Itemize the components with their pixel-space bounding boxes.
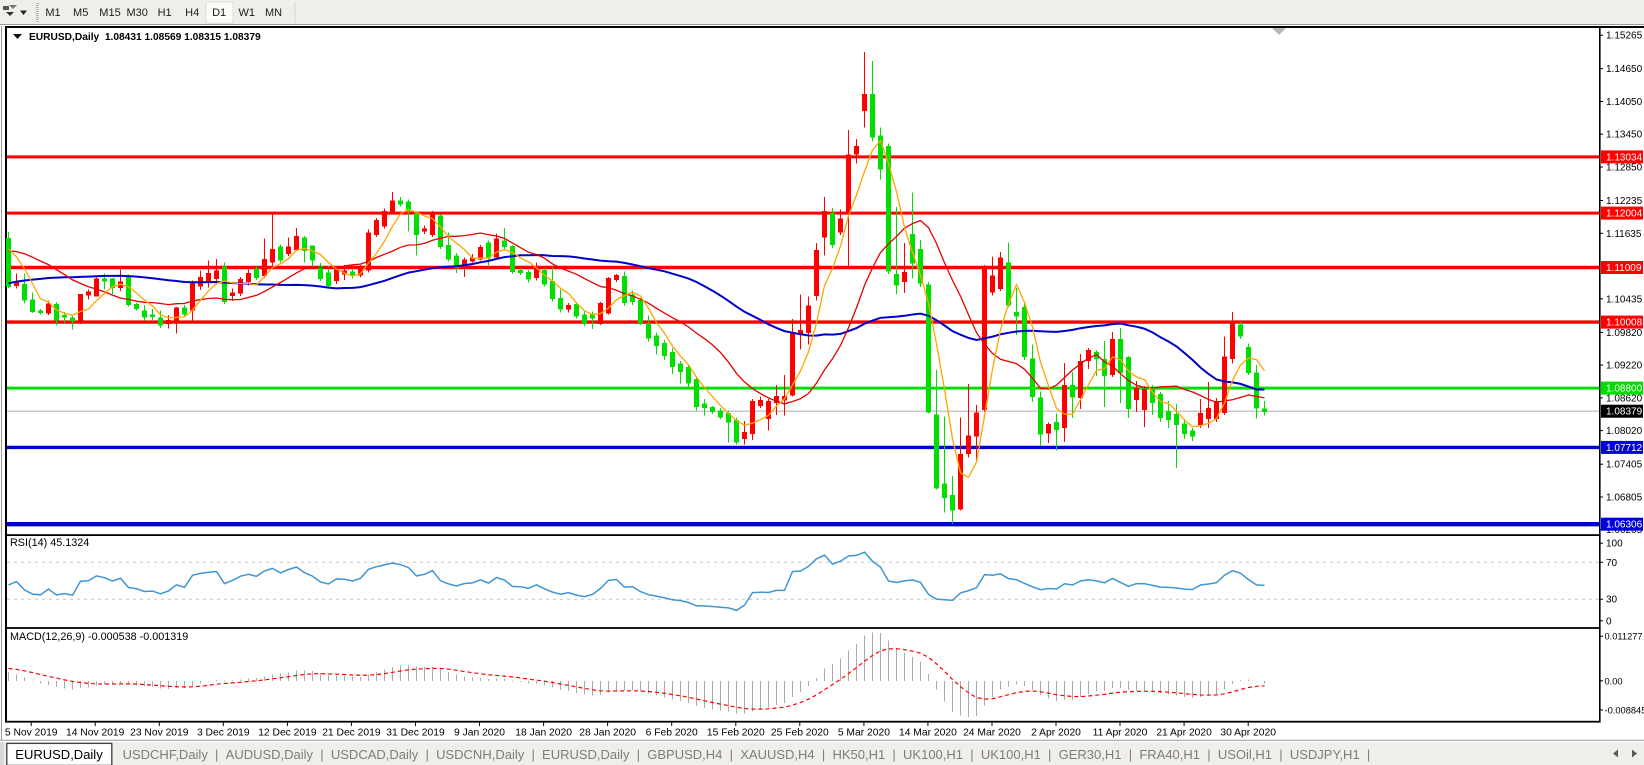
svg-text:1.08020: 1.08020	[1606, 426, 1643, 437]
svg-text:1.10435: 1.10435	[1606, 294, 1643, 305]
svg-text:M5: M5	[73, 7, 88, 19]
svg-text:1.11635: 1.11635	[1606, 229, 1642, 240]
svg-text:1.12235: 1.12235	[1606, 196, 1643, 207]
svg-text:14 Nov 2019: 14 Nov 2019	[66, 728, 125, 739]
svg-text:21 Dec 2019: 21 Dec 2019	[322, 728, 381, 739]
svg-text:9 Jan 2020: 9 Jan 2020	[454, 728, 505, 739]
svg-text:11 Apr 2020: 11 Apr 2020	[1093, 728, 1148, 739]
svg-text:25 Feb 2020: 25 Feb 2020	[771, 728, 829, 739]
svg-text:MACD(12,26,9) -0.000538 -0.001: MACD(12,26,9) -0.000538 -0.001319	[10, 631, 188, 643]
svg-text:-0.008845: -0.008845	[1605, 706, 1644, 716]
svg-text:RSI(14) 45.1324: RSI(14) 45.1324	[10, 537, 89, 549]
svg-text:1.14650: 1.14650	[1606, 64, 1643, 75]
svg-text:1.06805: 1.06805	[1606, 493, 1643, 504]
svg-text:21 Apr 2020: 21 Apr 2020	[1156, 728, 1212, 739]
svg-text:5 Mar 2020: 5 Mar 2020	[838, 728, 890, 739]
svg-text:1.12004: 1.12004	[1606, 209, 1643, 220]
svg-text:1.07405: 1.07405	[1606, 460, 1643, 471]
svg-text:1.09820: 1.09820	[1606, 328, 1643, 339]
svg-text:12 Dec 2019: 12 Dec 2019	[258, 728, 317, 739]
svg-text:30 Apr 2020: 30 Apr 2020	[1220, 728, 1276, 739]
svg-text:28 Jan 2020: 28 Jan 2020	[579, 728, 636, 739]
svg-text:0: 0	[1606, 616, 1612, 627]
svg-text:H1: H1	[158, 7, 172, 19]
svg-text:W1: W1	[239, 7, 256, 19]
svg-text:6 Feb 2020: 6 Feb 2020	[646, 728, 698, 739]
svg-text:1.13034: 1.13034	[1606, 152, 1643, 163]
svg-text:1.10008: 1.10008	[1606, 318, 1643, 329]
svg-text:1.11009: 1.11009	[1606, 263, 1642, 274]
svg-text:0.00: 0.00	[1605, 676, 1623, 686]
svg-text:H4: H4	[185, 7, 199, 19]
svg-text:1.13450: 1.13450	[1606, 130, 1643, 141]
svg-text:1.12850: 1.12850	[1606, 163, 1643, 174]
svg-text:MN: MN	[265, 7, 282, 19]
svg-text:1.15265: 1.15265	[1606, 31, 1643, 42]
svg-text:D1: D1	[212, 7, 226, 19]
svg-text:1.07712: 1.07712	[1606, 443, 1643, 454]
svg-text:2 Apr 2020: 2 Apr 2020	[1031, 728, 1081, 739]
svg-text:18 Jan 2020: 18 Jan 2020	[515, 728, 572, 739]
svg-text:30: 30	[1606, 595, 1618, 606]
svg-text:14 Mar 2020: 14 Mar 2020	[899, 728, 957, 739]
svg-text:1.09220: 1.09220	[1606, 361, 1643, 372]
svg-text:15 Feb 2020: 15 Feb 2020	[707, 728, 765, 739]
svg-text:5 Nov 2019: 5 Nov 2019	[5, 728, 58, 739]
svg-text:3 Dec 2019: 3 Dec 2019	[197, 728, 250, 739]
svg-text:1.08800: 1.08800	[1606, 384, 1643, 395]
svg-text:1.14050: 1.14050	[1606, 97, 1643, 108]
svg-text:M1: M1	[45, 7, 60, 19]
svg-text:23 Nov 2019: 23 Nov 2019	[130, 728, 189, 739]
svg-text:1.08620: 1.08620	[1606, 393, 1643, 404]
svg-text:USDCHF,Daily | AUDUSD,Daily: USDCHF,Daily | AUDUSD,Daily | USDCAD,Dai…	[123, 747, 1371, 762]
svg-text:1.06306: 1.06306	[1606, 520, 1643, 531]
svg-text:1.08379: 1.08379	[1606, 407, 1643, 418]
svg-text:70: 70	[1606, 558, 1618, 569]
svg-text:31 Dec 2019: 31 Dec 2019	[386, 728, 445, 739]
svg-text:EURUSD,Daily 1.08431 1.08569: EURUSD,Daily 1.08431 1.08569 1.08315 1.0…	[29, 32, 261, 43]
svg-text:100: 100	[1606, 539, 1623, 550]
svg-text:0.011277: 0.011277	[1605, 632, 1643, 642]
svg-text:M30: M30	[126, 7, 147, 19]
svg-text:EURUSD,Daily: EURUSD,Daily	[15, 747, 103, 762]
svg-text:24 Mar 2020: 24 Mar 2020	[963, 728, 1021, 739]
svg-text:M15: M15	[99, 7, 120, 19]
